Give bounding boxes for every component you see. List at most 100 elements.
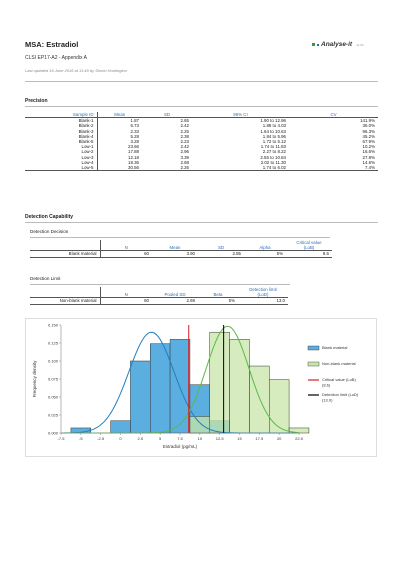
col-sd: SD (217, 245, 225, 251)
cell-ci: 2.55 to 10.84 (260, 154, 286, 160)
cell-sd: 2.26 (180, 165, 189, 171)
logo-version: v4.00 (356, 42, 364, 47)
col-sample-id: Sample ID (25, 112, 98, 118)
x-tick-label: 7.5 (177, 436, 183, 441)
nonblank-bar (189, 416, 211, 434)
cell-sd: 2.38 (180, 133, 189, 139)
table-row: Blank-3 2.33 2.25 1.64 to 10.63 96.3% (25, 128, 378, 134)
y-tick-label: 0.050 (48, 394, 59, 399)
nonblank-bar (249, 365, 270, 434)
cell-mean: 5.28 (130, 133, 139, 139)
histogram-panel: 0.000 0.025 0.050 0.075 0.100 0.125 0.150 -7.5 -… (25, 318, 377, 457)
cell-sample-id: Blank-3 (25, 128, 98, 134)
cell-sample-id: Blank-5 (25, 139, 98, 145)
nonblank-bar (209, 331, 230, 434)
cell-beta: 5% (228, 298, 235, 304)
decision-heading: Detection Decision (30, 229, 69, 234)
table-row: Blank-4 5.28 2.38 1.84 to 5.96 45.2% (25, 133, 378, 140)
page-title: MSA: Estradiol (25, 40, 79, 49)
table-row: Blank-1 1.87 2.65 1.90 to 12.96 141.9% (25, 117, 378, 124)
cell-ci: 1.64 to 10.63 (260, 128, 286, 134)
cell-ci: 2.27 to 8.22 (262, 149, 286, 155)
x-tick-label: 22.5 (295, 436, 304, 441)
cell-n: 60 (144, 251, 149, 257)
histogram-chart: 0.000 0.025 0.050 0.075 0.100 0.125 0.150 -7.5 -… (32, 322, 359, 449)
x-tick-label: -7.5 (58, 436, 66, 441)
col-beta: Beta (213, 292, 223, 298)
precision-heading: Precision (25, 98, 48, 104)
cell-mean: 17.88 (128, 149, 139, 155)
y-tick-label: 0.000 (48, 430, 59, 435)
cell-ci: 1.88 to 4.03 (262, 123, 286, 129)
table-row: Blank-5 3.28 2.23 1.72 to 5.12 67.9% (25, 139, 378, 145)
y-tick-label: 0.075 (48, 376, 59, 381)
col-sd: SD (163, 112, 171, 117)
x-tick-label: 10 (198, 436, 203, 441)
col-pooled-sd: Pooled SD (164, 292, 186, 298)
legend-blank-swatch (307, 345, 320, 351)
table-row: Blank-2 6.73 2.42 1.88 to 4.03 36.0% (25, 123, 378, 129)
cell-cv: 67.9% (362, 139, 375, 145)
cell-ci: 1.90 to 12.96 (260, 118, 286, 124)
logo-square-icon (312, 43, 315, 46)
table-row: Low-3 12.18 3.39 2.55 to 10.84 27.8% (25, 154, 378, 160)
col-detection-limit: Detection limit (249, 287, 277, 292)
col-lod: (LoD) (257, 292, 269, 298)
legend-value: (8.6) (322, 383, 331, 388)
table-row: Low-2 17.88 2.96 2.27 to 8.22 16.6% (25, 149, 378, 155)
cell-sd: 2.85 (232, 251, 241, 257)
precision-table: Sample ID Mean SD 95% CI CV Blank-1 1.87 2… (25, 112, 378, 171)
cell-sample-id: Blank-4 (25, 133, 98, 140)
cell-sample-id: Low-5 (25, 165, 98, 171)
x-tick-label: 0 (119, 436, 122, 441)
cell-ci: 1.74 to 6.02 (262, 165, 286, 171)
cell-sd: 2.42 (180, 144, 189, 150)
logo-text: Analyse-it (321, 41, 353, 48)
header-divider (25, 81, 378, 82)
blank-bar (150, 343, 171, 434)
table-row: Low-5 30.56 2.26 1.74 to 6.02 7.4% (25, 165, 378, 171)
col-n: N (124, 245, 128, 251)
decision-table: Critical value N Mean SD Alpha (LoB) Bla… (30, 240, 332, 258)
cell-cv: 10.2% (362, 144, 375, 150)
cell-sample-id: Low-2 (25, 149, 98, 155)
legend-label: Blank material (322, 345, 347, 350)
cell-mean: 23.66 (128, 144, 139, 150)
cell-cv: 16.6% (362, 149, 375, 155)
detection-divider (25, 222, 378, 223)
x-tick-label: 20 (277, 436, 282, 441)
nonblank-bar (229, 339, 250, 434)
cell-ci: 1.72 to 5.12 (262, 139, 286, 145)
col-ci: 95% CI (233, 112, 248, 117)
cell-mean: 1.87 (130, 118, 139, 124)
legend-label: Critical value (LoB) (322, 377, 356, 382)
row-label: Non-blank material (30, 297, 101, 305)
cell-lob: 8.6 (322, 251, 329, 257)
cell-sd: 2.42 (180, 123, 189, 129)
legend-value: (13.0) (322, 398, 333, 403)
cell-sd: 2.96 (180, 149, 189, 155)
decision-table-wrap: Critical value N Mean SD Alpha (LoB) Bla… (30, 240, 332, 258)
limit-table-wrap: Detection limit N Pooled SD Beta (LoD) N… (30, 287, 288, 305)
y-tick-label: 0.025 (48, 412, 59, 417)
cell-ci: 1.84 to 5.96 (262, 133, 286, 139)
cell-cv: 14.6% (362, 159, 375, 165)
limit-heading: Detection Limit (30, 276, 61, 281)
cell-cv: 141.9% (360, 118, 375, 124)
cell-sd: 2.25 (180, 128, 189, 134)
cell-sample-id: Low-3 (25, 154, 98, 160)
cell-mean: 2.33 (130, 128, 139, 134)
table-row: Blank material 60 3.90 2.85 5% 8.6 (30, 250, 332, 258)
cell-sd: 2.65 (180, 118, 189, 124)
col-mean: Mean (114, 112, 126, 117)
cell-cv: 27.8% (362, 154, 375, 160)
col-n: N (124, 292, 128, 298)
x-tick-label: 15 (237, 436, 242, 441)
blank-bar (110, 420, 131, 434)
col-alpha: Alpha (259, 245, 271, 251)
y-tick-label: 0.125 (48, 340, 59, 345)
table-row: Non-blank material 60 2.69 5% 13.0 (30, 297, 288, 305)
cell-ci: 2.02 to 11.30 (260, 159, 286, 165)
cell-mean: 3.28 (130, 139, 139, 145)
cell-ci: 1.74 to 11.83 (260, 144, 286, 150)
